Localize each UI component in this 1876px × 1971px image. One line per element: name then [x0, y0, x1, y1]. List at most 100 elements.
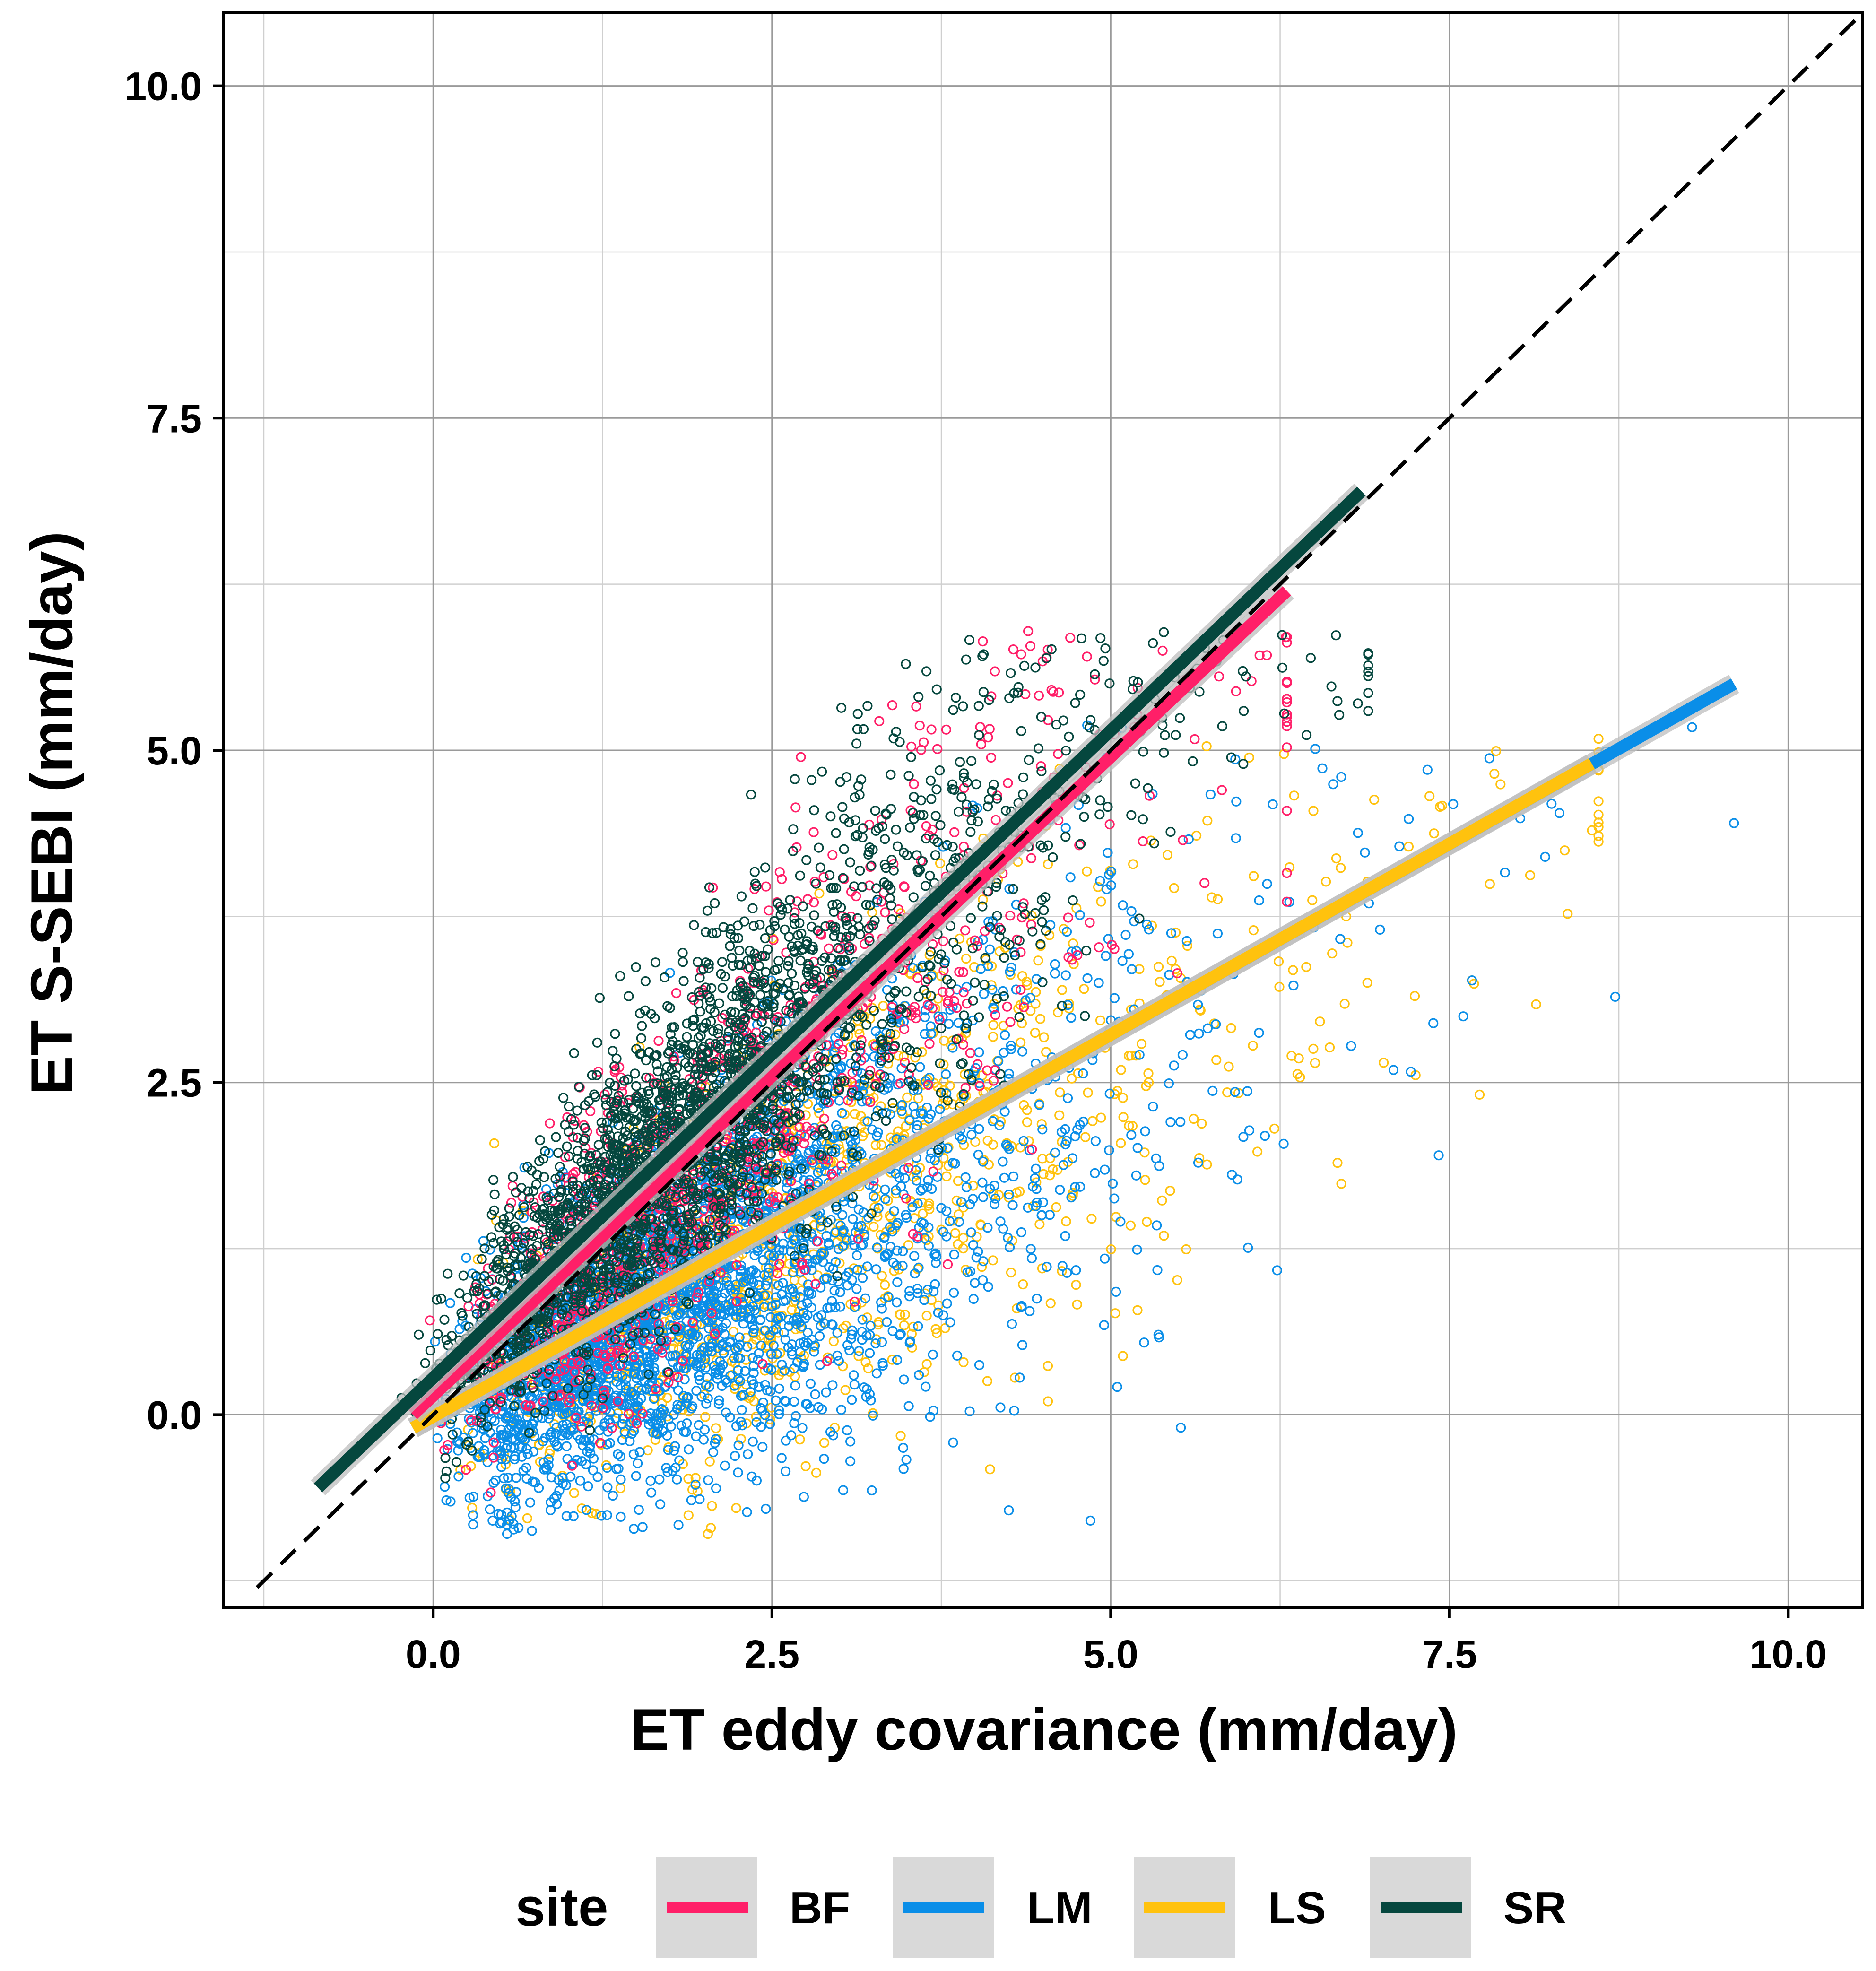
data-point [795, 1434, 805, 1445]
data-point [930, 1324, 941, 1334]
data-point [1437, 800, 1447, 811]
data-point [832, 1328, 842, 1338]
data-point [711, 1434, 721, 1444]
data-point [705, 1523, 716, 1533]
data-point [1036, 1119, 1047, 1129]
data-point [690, 1479, 701, 1490]
data-point [592, 1472, 603, 1482]
data-point [940, 1323, 950, 1333]
data-point [988, 1255, 998, 1266]
data-point [847, 1329, 857, 1340]
data-point [898, 1442, 909, 1453]
data-point [1331, 853, 1341, 864]
data-point [1132, 1305, 1143, 1315]
data-point [800, 1110, 811, 1120]
data-point [847, 1395, 857, 1405]
data-point [1054, 1110, 1065, 1120]
data-point [521, 1462, 531, 1473]
data-point [1202, 816, 1213, 826]
data-point [1191, 830, 1202, 841]
data-point [1062, 1268, 1072, 1278]
data-point [1041, 1047, 1051, 1057]
data-point [1409, 991, 1420, 1001]
data-point [1106, 1244, 1116, 1255]
data-point [1127, 964, 1137, 974]
data-point [862, 1312, 872, 1323]
data-point [530, 1477, 540, 1488]
data-point [982, 1376, 992, 1386]
data-point [986, 980, 997, 990]
data-point [908, 1321, 919, 1332]
data-point [1052, 1164, 1063, 1175]
data-point [1224, 1061, 1234, 1072]
data-point [729, 1353, 739, 1363]
data-point [821, 1231, 832, 1241]
data-point [1125, 1220, 1136, 1231]
data-point [1034, 1100, 1044, 1110]
data-point [873, 1203, 884, 1213]
data-point [1083, 1087, 1093, 1098]
data-point [1403, 842, 1414, 852]
data-point [1057, 1261, 1068, 1271]
data-point [948, 1287, 959, 1298]
data-point [950, 1228, 961, 1238]
data-point [819, 1454, 829, 1464]
data-point [1006, 1268, 1016, 1278]
data-point [845, 1436, 856, 1447]
data-point [985, 1464, 995, 1475]
data-point [954, 1216, 964, 1227]
data-point [1238, 1132, 1249, 1142]
data-point [1140, 1175, 1150, 1185]
data-point [1175, 1117, 1186, 1127]
data-point [850, 1109, 860, 1119]
data-point [1554, 808, 1565, 818]
data-point [522, 1513, 532, 1524]
data-point [1068, 1153, 1078, 1163]
data-point [1429, 828, 1439, 839]
data-point [938, 1012, 948, 1022]
data-point [1531, 999, 1541, 1009]
data-point [816, 1215, 826, 1225]
data-point [1129, 916, 1139, 927]
data-point [840, 1385, 851, 1395]
data-point [893, 1218, 903, 1228]
data-point [591, 1509, 601, 1519]
data-point [1120, 929, 1131, 940]
data-point [665, 1315, 675, 1326]
data-point [1025, 1306, 1035, 1316]
data-point [1030, 999, 1041, 1009]
data-point [795, 1292, 806, 1302]
data-point [1244, 752, 1254, 763]
data-point [1022, 1117, 1033, 1128]
data-point [1051, 1202, 1061, 1213]
data-point [899, 1320, 910, 1330]
data-point [923, 1113, 934, 1124]
data-point [1017, 971, 1027, 981]
data-point [1143, 1068, 1154, 1079]
data-point [657, 1398, 668, 1408]
data-point [902, 1092, 912, 1103]
data-point [961, 953, 972, 964]
data-point [1226, 1023, 1236, 1033]
data-point [1095, 1015, 1106, 1025]
data-point [977, 1177, 988, 1188]
data-point [1118, 900, 1128, 911]
data-point [756, 1422, 766, 1432]
data-point [1172, 1275, 1182, 1285]
data-point [1448, 799, 1459, 809]
data-point [569, 1488, 580, 1498]
data-point [945, 1317, 955, 1328]
data-point [1080, 1132, 1091, 1142]
data-point [1043, 1396, 1053, 1407]
data-point [917, 1047, 927, 1057]
data-point [761, 1503, 771, 1514]
data-point [885, 1073, 895, 1083]
data-point [823, 1352, 833, 1363]
data-point [703, 1475, 713, 1485]
data-point [502, 1528, 512, 1539]
data-point [1593, 836, 1604, 847]
data-point [1137, 1039, 1147, 1049]
data-point [923, 1241, 934, 1251]
data-point [1166, 955, 1177, 966]
